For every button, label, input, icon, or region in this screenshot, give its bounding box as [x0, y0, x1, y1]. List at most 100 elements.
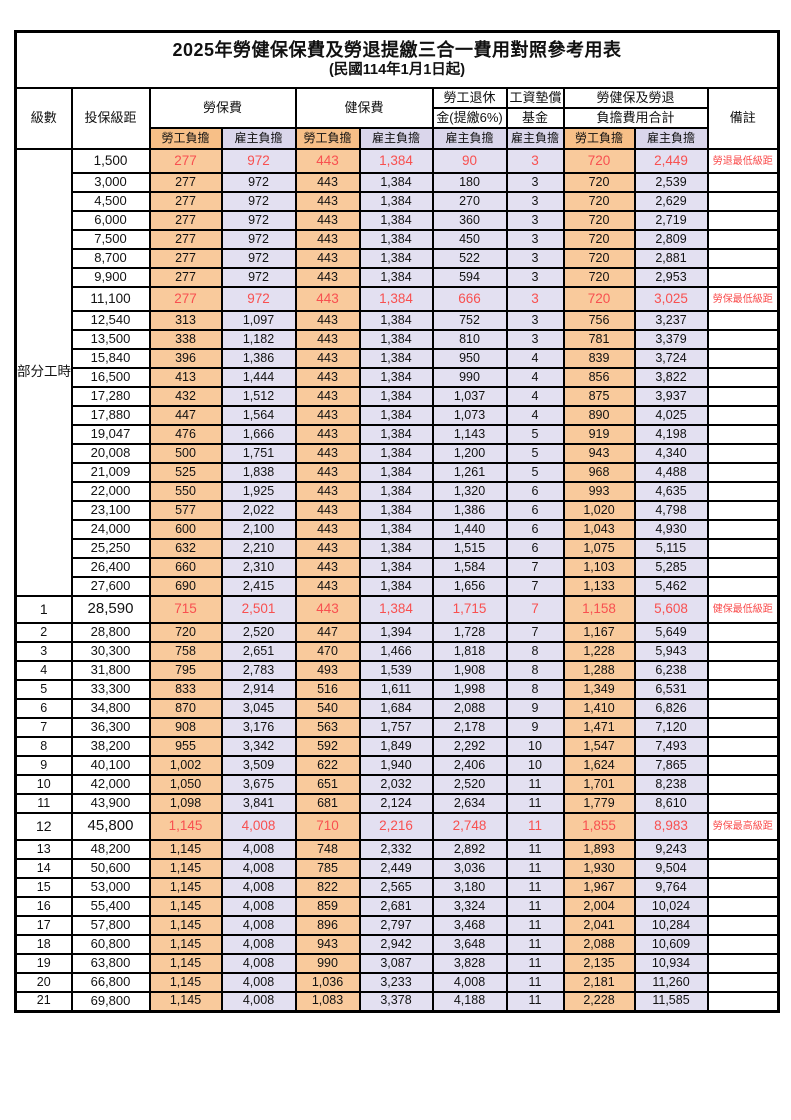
title-row: 2025年勞健保保費及勞退提繳三合一費用對照參考用表 (民國114年1月1日起) [14, 30, 780, 89]
total-employee-cell: 1,547 [562, 736, 636, 757]
fund-employer-cell: 11 [505, 793, 565, 814]
table-row: 16,500 413 1,444 443 1,384 990 4 856 3,822 [16, 367, 780, 388]
health-employee-cell: 443 [294, 329, 361, 350]
fund-employer-cell: 11 [505, 877, 565, 898]
bracket-cell: 11,100 [70, 286, 151, 312]
table-row: 15 53,000 1,145 4,008 822 2,565 3,180 11 1,967 9,… [14, 877, 780, 898]
pension-employer-cell: 2,292 [431, 736, 508, 757]
total-employee-cell: 1,167 [562, 622, 636, 643]
pension-employer-cell: 1,261 [431, 462, 508, 483]
total-employer-cell: 8,610 [633, 793, 709, 814]
total-employee-cell: 720 [562, 210, 636, 231]
labor-employee-cell: 277 [148, 172, 223, 193]
total-employee-cell: 1,288 [562, 660, 636, 681]
labor-employer-cell: 3,045 [220, 698, 297, 719]
remark-cell: 勞保最低級距 [706, 286, 780, 312]
pension-employer-cell: 1,386 [431, 500, 508, 521]
health-employee-cell: 443 [294, 557, 361, 578]
remark-cell [706, 405, 780, 426]
pension-employer-cell: 950 [431, 348, 508, 369]
labor-employee-cell: 476 [148, 424, 223, 445]
table-row: 3 30,300 758 2,651 470 1,466 1,818 8 1,228 5,943 [14, 641, 780, 662]
remark-cell [706, 248, 780, 269]
pension-employer-cell: 594 [431, 267, 508, 288]
remark-cell: 勞退最低級距 [706, 148, 780, 174]
pension-employer-cell: 1,320 [431, 481, 508, 502]
bracket-cell: 53,000 [70, 877, 151, 898]
total-employee-cell: 2,228 [562, 991, 636, 1012]
labor-employer-cell: 4,008 [220, 934, 297, 955]
bracket-cell: 55,400 [70, 896, 151, 917]
table-row: 25,250 632 2,210 443 1,384 1,515 6 1,075 5,115 [16, 538, 780, 559]
total-employer-cell: 9,764 [633, 877, 709, 898]
health-employee-cell: 681 [294, 793, 361, 814]
pension-employer-cell: 666 [431, 286, 508, 312]
table-row: 10 42,000 1,050 3,675 651 2,032 2,520 11 1,701 8,… [14, 774, 780, 795]
fund-employer-cell: 6 [505, 500, 565, 521]
health-employee-cell: 443 [294, 576, 361, 597]
remark-cell [706, 500, 780, 521]
col-header-level: 級數 [14, 87, 73, 150]
sheet: 2025年勞健保保費及勞退提繳三合一費用對照參考用表 (民國114年1月1日起)… [14, 30, 781, 1013]
labor-employee-cell: 277 [148, 267, 223, 288]
table-row: 23,100 577 2,022 443 1,384 1,386 6 1,020 4,798 [16, 500, 780, 521]
fund-employer-cell: 11 [505, 774, 565, 795]
bracket-cell: 42,000 [70, 774, 151, 795]
health-employee-cell: 443 [294, 172, 361, 193]
remark-cell [706, 443, 780, 464]
health-employee-cell: 748 [294, 839, 361, 860]
pension-employer-cell: 752 [431, 310, 508, 331]
total-employee-cell: 720 [562, 267, 636, 288]
health-employee-cell: 651 [294, 774, 361, 795]
table-row: 21,009 525 1,838 443 1,384 1,261 5 968 4,488 [16, 462, 780, 483]
table-row: 27,600 690 2,415 443 1,384 1,656 7 1,133 5,462 [16, 576, 780, 597]
health-employee-cell: 443 [294, 248, 361, 269]
bracket-cell: 16,500 [70, 367, 151, 388]
fund-employer-cell: 5 [505, 424, 565, 445]
fund-employer-cell: 3 [505, 229, 565, 250]
labor-employer-cell: 972 [220, 148, 297, 174]
labor-employer-cell: 4,008 [220, 896, 297, 917]
bracket-cell: 13,500 [70, 329, 151, 350]
bracket-cell: 9,900 [70, 267, 151, 288]
total-employee-cell: 720 [562, 191, 636, 212]
total-employer-cell: 2,953 [633, 267, 709, 288]
health-employer-cell: 3,233 [358, 972, 434, 993]
remark-cell [706, 267, 780, 288]
health-employee-cell: 443 [294, 500, 361, 521]
labor-employer-cell: 3,509 [220, 755, 297, 776]
bracket-cell: 48,200 [70, 839, 151, 860]
remark-cell [706, 793, 780, 814]
health-employer-cell: 1,384 [358, 172, 434, 193]
health-employer-cell: 1,384 [358, 329, 434, 350]
total-employee-cell: 1,779 [562, 793, 636, 814]
total-employee-cell: 2,088 [562, 934, 636, 955]
pension-employer-cell: 3,468 [431, 915, 508, 936]
labor-employer-cell: 4,008 [220, 915, 297, 936]
total-employer-cell: 3,937 [633, 386, 709, 407]
total-employer-cell: 2,539 [633, 172, 709, 193]
total-employer-cell: 2,629 [633, 191, 709, 212]
table-row: 22,000 550 1,925 443 1,384 1,320 6 993 4,635 [16, 481, 780, 502]
health-employee-cell: 443 [294, 424, 361, 445]
labor-employer-cell: 972 [220, 248, 297, 269]
bracket-cell: 26,400 [70, 557, 151, 578]
col-header-pension-line2: 金(提繳6%) [431, 107, 508, 129]
table-row: 13 48,200 1,145 4,008 748 2,332 2,892 11 1,893 9,… [14, 839, 780, 860]
level-cell: 19 [14, 953, 73, 974]
total-employee-cell: 1,855 [562, 812, 636, 841]
labor-employee-cell: 758 [148, 641, 223, 662]
remark-cell [706, 386, 780, 407]
bracket-cell: 31,800 [70, 660, 151, 681]
total-employee-cell: 720 [562, 229, 636, 250]
labor-employer-cell: 1,444 [220, 367, 297, 388]
level-cell: 4 [14, 660, 73, 681]
labor-employer-cell: 972 [220, 229, 297, 250]
labor-employee-cell: 1,145 [148, 896, 223, 917]
total-employer-cell: 4,635 [633, 481, 709, 502]
labor-employee-cell: 690 [148, 576, 223, 597]
bracket-cell: 33,300 [70, 679, 151, 700]
total-employee-cell: 1,930 [562, 858, 636, 879]
labor-employer-cell: 3,675 [220, 774, 297, 795]
remark-cell [706, 210, 780, 231]
